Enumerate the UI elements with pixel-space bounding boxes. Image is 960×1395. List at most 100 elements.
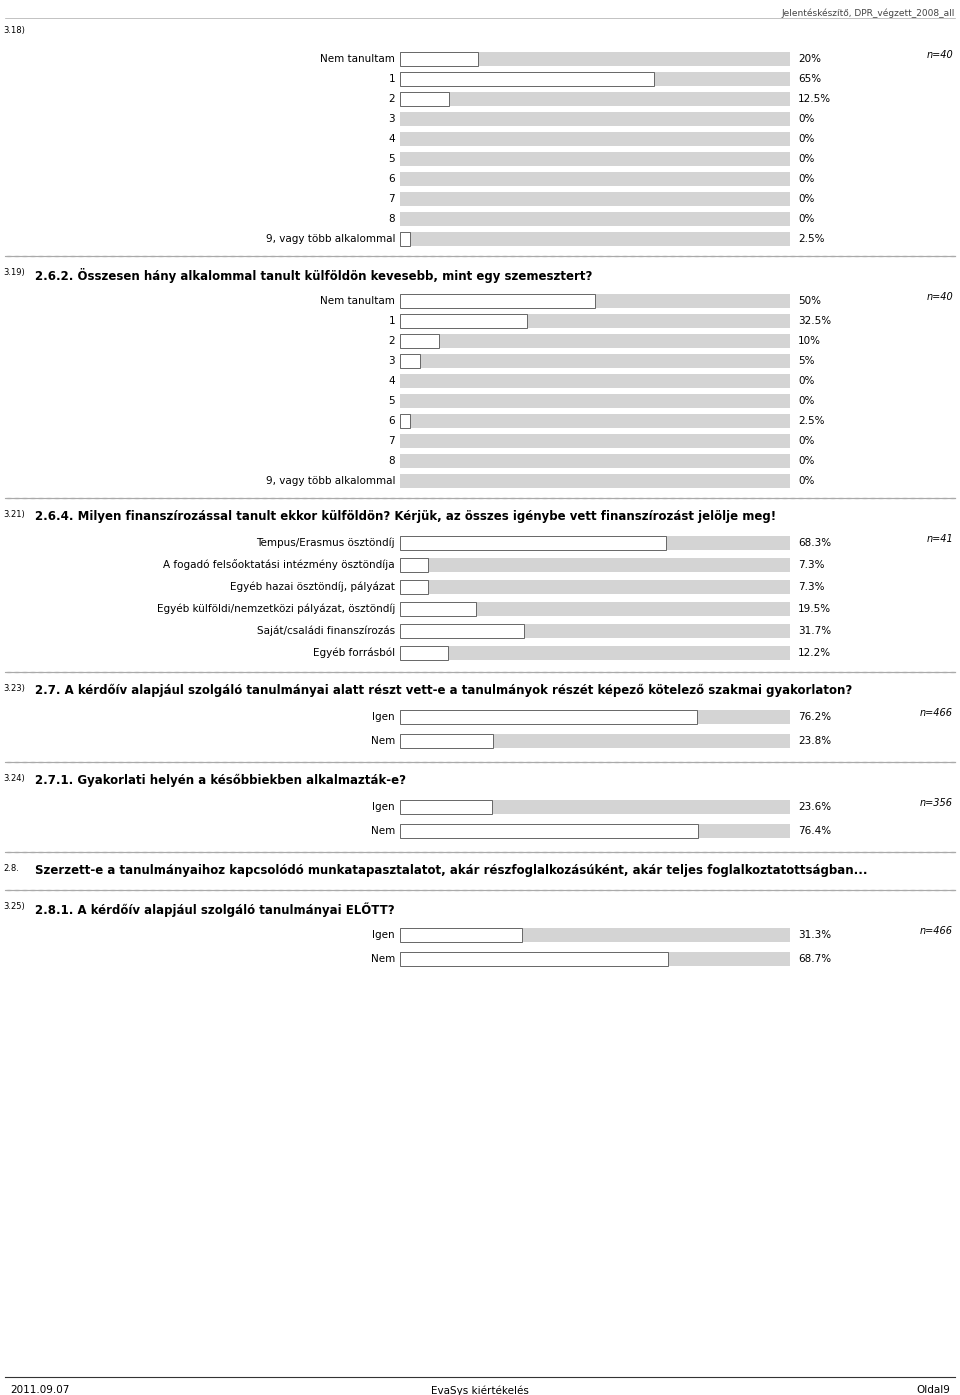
Bar: [400, 928, 790, 942]
Bar: [400, 152, 790, 166]
Text: 65%: 65%: [798, 74, 821, 84]
Text: 12.2%: 12.2%: [798, 649, 831, 658]
Bar: [400, 474, 790, 488]
Bar: [400, 558, 790, 572]
Text: 0%: 0%: [798, 134, 814, 144]
Bar: [400, 92, 790, 106]
Text: 4: 4: [389, 377, 395, 386]
Text: 3.21): 3.21): [3, 511, 25, 519]
Bar: [400, 414, 410, 428]
Text: 2.6.1. Összesen hány alkalommal tanult külföldön legalább egy szemesztert?: 2.6.1. Összesen hány alkalommal tanult k…: [35, 27, 548, 40]
Text: 20%: 20%: [798, 54, 821, 64]
Text: Egyéb külföldi/nemzetközi pályázat, ösztöndíj: Egyéb külföldi/nemzetközi pályázat, öszt…: [156, 604, 395, 614]
Text: 68.7%: 68.7%: [798, 954, 831, 964]
Text: 7.3%: 7.3%: [798, 582, 825, 591]
Bar: [400, 374, 790, 388]
Text: 0%: 0%: [798, 456, 814, 466]
Text: 4: 4: [389, 134, 395, 144]
Bar: [400, 646, 447, 660]
Bar: [400, 824, 698, 838]
Text: Nem: Nem: [371, 826, 395, 836]
Bar: [400, 799, 790, 815]
Bar: [400, 92, 448, 106]
Text: n=41: n=41: [926, 534, 953, 544]
Text: 2.6.4. Milyen finanszírozással tanult ekkor külföldön? Kérjük, az összes igénybe: 2.6.4. Milyen finanszírozással tanult ek…: [35, 511, 776, 523]
Bar: [400, 73, 654, 86]
Text: 6: 6: [389, 416, 395, 425]
Text: 0%: 0%: [798, 396, 814, 406]
Bar: [400, 333, 790, 347]
Text: 7.3%: 7.3%: [798, 559, 825, 571]
Bar: [400, 734, 492, 748]
Text: 2.7. A kérdőív alapjául szolgáló tanulmányai alatt részt vett-e a tanulmányok ré: 2.7. A kérdőív alapjául szolgáló tanulmá…: [35, 684, 852, 698]
Bar: [400, 212, 790, 226]
Bar: [400, 133, 790, 146]
Text: Igen: Igen: [372, 711, 395, 723]
Bar: [400, 799, 492, 815]
Text: n=466: n=466: [920, 709, 953, 718]
Bar: [400, 314, 527, 328]
Text: 2011.09.07: 2011.09.07: [10, 1385, 69, 1395]
Bar: [400, 393, 790, 407]
Text: Egyéb hazai ösztöndíj, pályázat: Egyéb hazai ösztöndíj, pályázat: [230, 582, 395, 593]
Text: 3.23): 3.23): [3, 684, 25, 693]
Bar: [400, 354, 420, 368]
Bar: [400, 536, 666, 550]
Text: 2: 2: [389, 336, 395, 346]
Text: 0%: 0%: [798, 114, 814, 124]
Bar: [400, 710, 790, 724]
Text: 2.5%: 2.5%: [798, 416, 825, 425]
Text: Tempus/Erasmus ösztöndíj: Tempus/Erasmus ösztöndíj: [256, 537, 395, 548]
Text: Nem: Nem: [371, 737, 395, 746]
Text: 3: 3: [389, 356, 395, 365]
Text: 31.7%: 31.7%: [798, 626, 831, 636]
Text: 0%: 0%: [798, 153, 814, 165]
Text: 9, vagy több alkalommal: 9, vagy több alkalommal: [266, 234, 395, 244]
Bar: [400, 580, 790, 594]
Text: 2.5%: 2.5%: [798, 234, 825, 244]
Text: 32.5%: 32.5%: [798, 317, 831, 326]
Text: 50%: 50%: [798, 296, 821, 306]
Bar: [400, 951, 790, 965]
Text: 12.5%: 12.5%: [798, 93, 831, 105]
Bar: [400, 112, 790, 126]
Bar: [400, 453, 790, 467]
Bar: [400, 294, 595, 308]
Text: 76.2%: 76.2%: [798, 711, 831, 723]
Text: 0%: 0%: [798, 174, 814, 184]
Text: 0%: 0%: [798, 377, 814, 386]
Text: 8: 8: [389, 456, 395, 466]
Bar: [400, 52, 790, 66]
Bar: [400, 951, 668, 965]
Bar: [400, 710, 697, 724]
Text: 3.24): 3.24): [3, 774, 25, 783]
Bar: [400, 232, 790, 246]
Text: 5: 5: [389, 153, 395, 165]
Text: 8: 8: [389, 213, 395, 225]
Text: 2.8.: 2.8.: [3, 864, 19, 873]
Bar: [400, 734, 790, 748]
Text: 1: 1: [389, 74, 395, 84]
Bar: [400, 536, 790, 550]
Text: Nem tanultam: Nem tanultam: [320, 296, 395, 306]
Text: 0%: 0%: [798, 194, 814, 204]
Text: 6: 6: [389, 174, 395, 184]
Bar: [400, 580, 428, 594]
Bar: [400, 434, 790, 448]
Text: 2.6.1. Összesen hány alkalommal tanult külföldön legalább egy szemesztert?: 2.6.1. Összesen hány alkalommal tanult k…: [35, 27, 548, 40]
Bar: [400, 333, 439, 347]
Text: n=356: n=356: [920, 798, 953, 808]
Text: 19.5%: 19.5%: [798, 604, 831, 614]
Text: 5: 5: [389, 396, 395, 406]
Text: 2.6.2. Összesen hány alkalommal tanult külföldön kevesebb, mint egy szemesztert?: 2.6.2. Összesen hány alkalommal tanult k…: [35, 268, 592, 283]
Bar: [400, 603, 790, 617]
Text: 0%: 0%: [798, 476, 814, 485]
Text: 3.25): 3.25): [3, 903, 25, 911]
Text: 2: 2: [389, 93, 395, 105]
Text: Szerzett-e a tanulmányaihoz kapcsolódó munkatapasztalatot, akár részfoglalkozású: Szerzett-e a tanulmányaihoz kapcsolódó m…: [35, 864, 868, 877]
Text: Jelentéskészítő, DPR_végzett_2008_all: Jelentéskészítő, DPR_végzett_2008_all: [781, 8, 955, 18]
Bar: [400, 172, 790, 186]
Text: Oldal9: Oldal9: [916, 1385, 950, 1395]
Text: 7: 7: [389, 437, 395, 446]
Bar: [400, 52, 478, 66]
